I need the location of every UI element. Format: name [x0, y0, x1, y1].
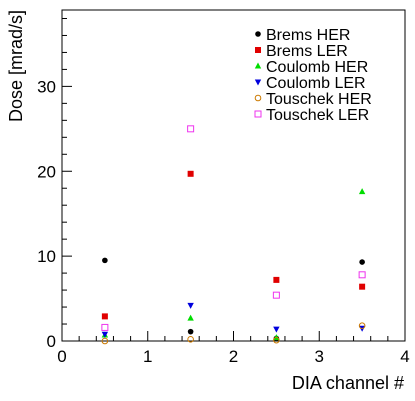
point-touschek-ler — [187, 125, 195, 133]
legend-label-brems-ler: Brems LER — [266, 43, 348, 60]
legend-marker-brems-her — [255, 31, 261, 37]
point-brems-ler — [273, 276, 280, 283]
y-tick-label: 20 — [37, 162, 56, 181]
point-brems-ler — [359, 283, 366, 290]
data-points — [101, 125, 366, 345]
point-coulomb-ler — [187, 302, 194, 309]
point-touschek-her — [273, 336, 280, 344]
legend-marker-coulomb-ler — [254, 79, 262, 86]
point-coulomb-ler — [101, 331, 109, 338]
point-coulomb-her — [187, 314, 194, 321]
point-touschek-ler — [101, 323, 109, 331]
legend-marker-touschek-ler — [254, 110, 262, 118]
point-brems-her — [359, 259, 365, 265]
point-coulomb-her — [358, 188, 366, 195]
x-tick-label: 2 — [229, 347, 238, 366]
legend-label-coulomb-ler: Coulomb LER — [266, 75, 366, 92]
y-tick-label: 30 — [37, 77, 56, 96]
legend-label-brems-her: Brems HER — [266, 27, 350, 44]
x-tick-label: 1 — [143, 347, 152, 366]
legend-marker-coulomb-her — [254, 62, 262, 69]
y-tick-label: 0 — [47, 332, 56, 351]
x-axis-title: DIA channel # — [292, 373, 404, 393]
point-brems-ler — [187, 170, 194, 177]
point-touschek-ler — [272, 291, 280, 299]
point-brems-ler — [101, 313, 108, 320]
x-tick-label: 4 — [400, 347, 409, 366]
y-tick-label: 10 — [37, 247, 56, 266]
legend-label-coulomb-her: Coulomb HER — [266, 59, 368, 76]
point-coulomb-ler — [273, 326, 280, 333]
x-tick-label: 0 — [57, 347, 66, 366]
axis-ticks — [61, 17, 406, 342]
point-brems-her — [102, 257, 108, 264]
point-touschek-ler — [358, 271, 366, 279]
legend-label-touschek-ler: Touschek LER — [266, 107, 369, 124]
legend-marker-brems-ler — [255, 47, 261, 53]
y-axis-title: Dose [mrad/s] — [6, 10, 26, 122]
point-touschek-her — [358, 322, 366, 330]
point-touschek-her — [187, 336, 194, 343]
legend-label-touschek-her: Touschek HER — [266, 91, 372, 108]
point-touschek-her — [101, 337, 109, 345]
legend-marker-touschek-her — [254, 94, 262, 102]
point-brems-her — [187, 328, 194, 335]
x-tick-label: 3 — [315, 347, 324, 366]
tick-labels: 0 1 2 3 4 0 10 20 30 — [37, 77, 410, 366]
